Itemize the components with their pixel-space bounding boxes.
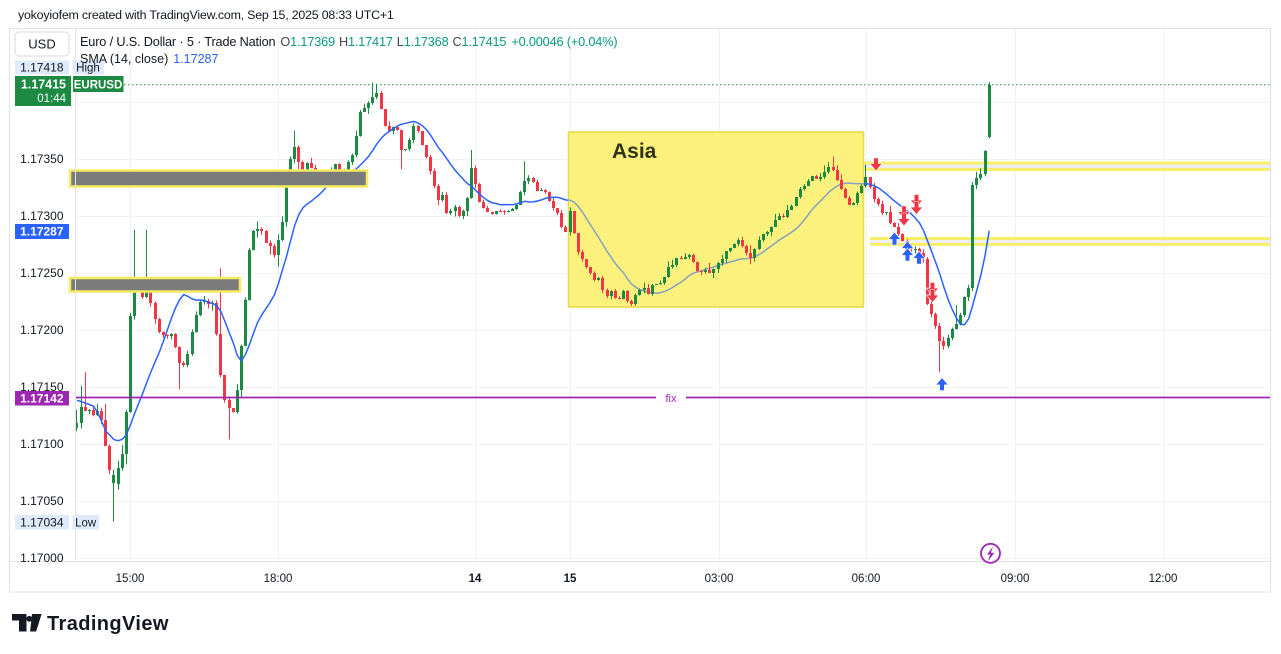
svg-text:1.17000: 1.17000 [20, 551, 64, 565]
svg-text:09:00: 09:00 [1001, 573, 1030, 585]
svg-text:1.17300: 1.17300 [20, 209, 64, 223]
svg-text:1.17418: 1.17418 [20, 61, 64, 75]
svg-text:15:00: 15:00 [116, 573, 145, 585]
svg-text:fix: fix [666, 393, 678, 405]
svg-text:15: 15 [564, 573, 577, 585]
svg-text:SMA (14, close)1.17287: SMA (14, close) 1.17287 [80, 52, 218, 66]
svg-text:1.17100: 1.17100 [20, 437, 64, 451]
svg-text:TradingView: TradingView [47, 613, 169, 635]
svg-text:1.17350: 1.17350 [20, 152, 64, 166]
svg-text:1.17142: 1.17142 [20, 392, 64, 406]
svg-text:USD: USD [28, 37, 55, 52]
svg-text:14: 14 [469, 573, 482, 585]
svg-text:06:00: 06:00 [852, 573, 881, 585]
svg-text:03:00: 03:00 [705, 573, 734, 585]
svg-text:1.17200: 1.17200 [20, 323, 64, 337]
svg-text:01:44: 01:44 [37, 93, 66, 105]
svg-text:1.17034: 1.17034 [20, 516, 64, 530]
svg-text:18:00: 18:00 [264, 573, 293, 585]
svg-text:yokoyiofem created with Tradin: yokoyiofem created with TradingView.com,… [18, 8, 394, 22]
svg-text:1.17287: 1.17287 [20, 225, 64, 239]
svg-text:12:00: 12:00 [1149, 573, 1178, 585]
svg-text:High: High [76, 63, 100, 75]
svg-text:EURUSD: EURUSD [74, 80, 123, 92]
svg-text:1.17150: 1.17150 [20, 380, 64, 394]
svg-text:1.17250: 1.17250 [20, 266, 64, 280]
svg-text:1.17050: 1.17050 [20, 494, 64, 508]
svg-text:Euro / U.S. Dollar · 5 · Trade: Euro / U.S. Dollar · 5 · Trade Nation O1.… [80, 35, 617, 49]
svg-text:Asia: Asia [612, 140, 657, 163]
svg-text:1.17415: 1.17415 [21, 78, 66, 92]
svg-text:Low: Low [75, 518, 97, 530]
